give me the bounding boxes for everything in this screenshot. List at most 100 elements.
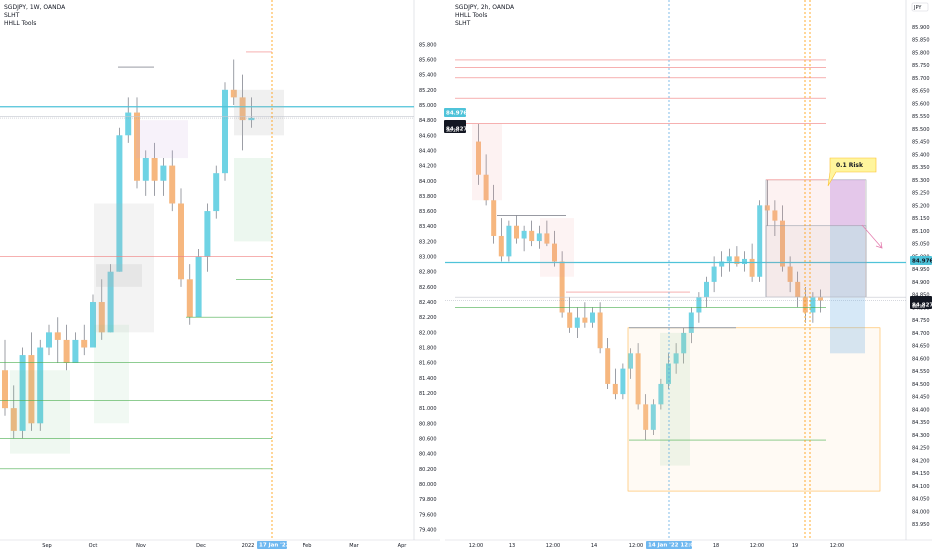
- candle-body: [239, 97, 246, 121]
- left-chart-legend: SGDJPY, 1W, OANDA SLHT HHLL Tools: [4, 4, 65, 28]
- candle-body: [491, 200, 497, 236]
- candle-body: [704, 281, 709, 298]
- y-tick-label: 85.550: [912, 114, 930, 120]
- y-tick-label: 84.000: [912, 509, 930, 515]
- candle-body: [620, 368, 626, 395]
- y-tick-label: 82.800: [419, 270, 437, 276]
- candle-body: [476, 141, 481, 175]
- candle-body: [711, 266, 717, 282]
- left-highlight-price-tag-bg: [444, 108, 466, 117]
- currency-badge: JPY: [913, 5, 922, 11]
- y-tick-label: 85.350: [912, 165, 930, 171]
- y-tick-label: 79.800: [419, 497, 437, 503]
- x-tick-label: Sep: [42, 543, 51, 549]
- y-tick-label: 80.200: [419, 467, 437, 473]
- y-tick-label: 85.900: [912, 25, 930, 31]
- right-current-price-tag: 84.827: [912, 303, 932, 309]
- y-tick-label: 84.700: [912, 331, 930, 337]
- candle-body: [134, 112, 140, 181]
- y-tick-label: 84.100: [912, 484, 930, 490]
- right-current-price-tag-bg: [910, 296, 932, 309]
- left-legend-title: SGDJPY, 1W, OANDA: [4, 4, 66, 11]
- y-tick-label: 82.200: [419, 315, 437, 321]
- left-date-tag-bg: [257, 541, 287, 549]
- candle-body: [222, 89, 228, 174]
- y-tick-label: 84.450: [912, 395, 930, 401]
- candle-body: [590, 312, 595, 323]
- candle-body: [749, 258, 755, 277]
- x-tick-label: 18: [713, 543, 719, 549]
- y-tick-label: 85.400: [419, 73, 437, 79]
- y-tick-label: 85.750: [912, 63, 930, 69]
- left-legend-line2: SLHT: [4, 12, 20, 19]
- y-tick-label: 85.050: [912, 242, 930, 248]
- candle-body: [780, 220, 785, 267]
- candle-body: [582, 317, 588, 323]
- y-tick-label: 84.850: [912, 293, 930, 299]
- x-tick-label: 12:00: [546, 543, 560, 549]
- candle-body: [734, 256, 740, 265]
- right-highlight-price-tag-bg: [910, 256, 932, 265]
- candle-body: [19, 355, 26, 431]
- candle-body: [483, 174, 489, 201]
- risk-callout: [827, 157, 877, 187]
- y-tick-label: 80.400: [419, 452, 437, 458]
- candle-body: [529, 230, 535, 242]
- candle-body: [536, 233, 542, 242]
- candle-body: [574, 317, 580, 328]
- right-chart: 85.900 85.850 85.800 85.750 85.700 85.650 85.6…: [445, 0, 932, 549]
- y-tick-label: 80.000: [419, 482, 437, 488]
- candle-body: [635, 353, 641, 405]
- demand-zone: [10, 370, 70, 454]
- candle-body: [72, 339, 79, 363]
- candle-body: [544, 233, 550, 244]
- demand-zone: [94, 324, 129, 424]
- x-tick-label: Apr: [398, 543, 408, 549]
- y-tick-label: 84.900: [912, 280, 930, 286]
- x-tick-label: 12:00: [750, 543, 764, 549]
- candle-body: [10, 408, 17, 431]
- candle-body: [552, 243, 557, 262]
- candle-body: [506, 225, 512, 257]
- y-tick-label: 83.000: [419, 255, 437, 261]
- candle-body: [498, 235, 504, 257]
- candle-body: [567, 312, 573, 328]
- candle-body: [142, 158, 149, 181]
- candle-body: [186, 279, 193, 318]
- x-tick-label: 14: [591, 543, 597, 549]
- y-tick-label: 85.800: [912, 50, 930, 56]
- y-tick-label: 85.600: [419, 57, 437, 63]
- y-tick-label: 81.000: [419, 406, 437, 412]
- candle-body: [90, 302, 96, 348]
- candle-body: [98, 302, 105, 333]
- y-tick-label: 84.200: [419, 164, 437, 170]
- candle-body: [116, 135, 123, 272]
- y-tick-label: 85.450: [912, 140, 930, 146]
- right-legend-title: SGDJPY, 2h, OANDA: [455, 4, 515, 11]
- candle-body: [213, 173, 220, 212]
- y-tick-label: 85.200: [419, 88, 437, 94]
- candle-body: [28, 355, 35, 424]
- x-tick-label: 12:00: [629, 543, 643, 549]
- candle-body: [521, 230, 527, 239]
- right-current-price-countdown: 48:36: [912, 304, 925, 310]
- right-legend-line3: SLHT: [455, 20, 471, 27]
- candle-body: [46, 332, 52, 348]
- y-tick-label: 83.400: [419, 224, 437, 230]
- y-tick-label: 85.200: [912, 203, 930, 209]
- candle-body: [195, 256, 202, 318]
- candle-body: [559, 261, 565, 313]
- supply-zone: [136, 120, 188, 159]
- y-tick-label: 84.200: [912, 458, 930, 464]
- left-zones: [0, 0, 414, 540]
- supply-zone: [472, 123, 502, 201]
- x-tick-label: 12:00: [830, 543, 844, 549]
- y-tick-label: 85.150: [912, 216, 930, 222]
- candle-body: [726, 256, 732, 262]
- consolidation-zone: [94, 203, 154, 333]
- y-tick-label: 79.400: [419, 527, 437, 533]
- right-highlight-price-tag: 84.976: [912, 259, 932, 265]
- candle-body: [666, 363, 671, 384]
- candle-body: [787, 266, 793, 282]
